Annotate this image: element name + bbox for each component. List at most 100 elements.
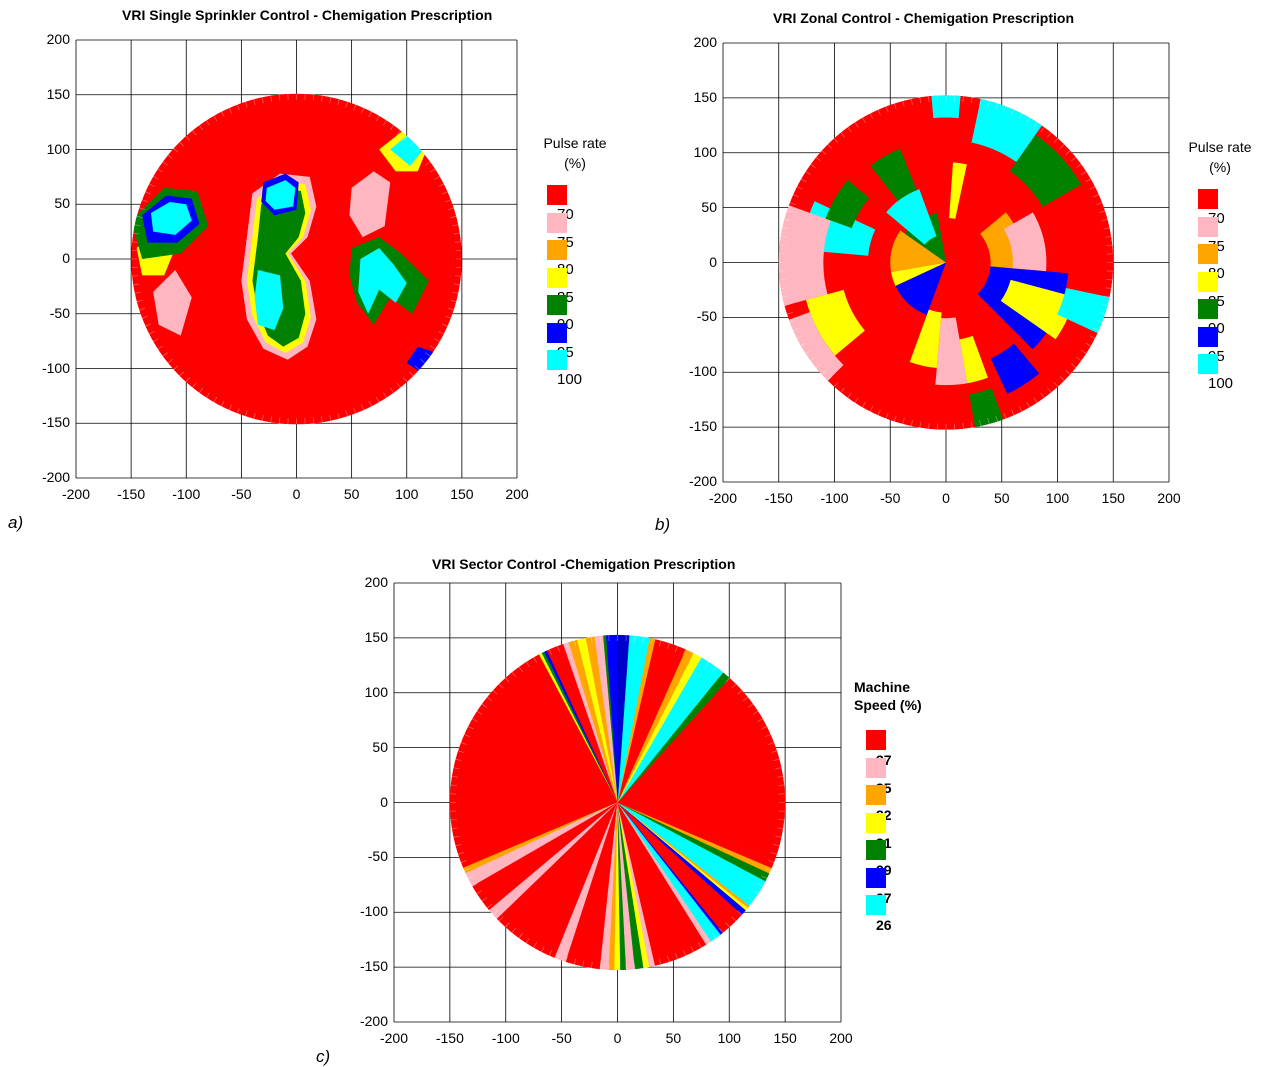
y-tick-label: -200	[673, 473, 717, 489]
x-tick-label: -50	[874, 490, 906, 506]
legend-swatch	[866, 895, 886, 915]
legend-swatch	[866, 840, 886, 860]
legend-swatch	[866, 758, 886, 778]
legend-item: 95	[1198, 327, 1225, 347]
legend-label: 100	[1208, 374, 1233, 394]
y-tick-label: -200	[26, 469, 70, 485]
y-tick-label: -50	[344, 848, 388, 864]
x-tick-label: -200	[60, 486, 92, 502]
x-tick-label: 0	[281, 486, 313, 502]
legend-title-line: Speed (%)	[854, 696, 954, 714]
x-tick-label: 150	[769, 1030, 801, 1046]
y-tick-label: 200	[673, 34, 717, 50]
y-tick-label: 50	[26, 195, 70, 211]
y-tick-label: -150	[26, 414, 70, 430]
x-tick-label: 50	[657, 1030, 689, 1046]
y-tick-label: 200	[26, 31, 70, 47]
legend-swatch	[547, 185, 567, 205]
y-tick-label: -50	[26, 305, 70, 321]
legend-swatch	[547, 295, 567, 315]
y-tick-label: -100	[344, 903, 388, 919]
y-tick-label: -100	[26, 360, 70, 376]
x-tick-label: -100	[170, 486, 202, 502]
field-map	[131, 94, 462, 425]
chart-title: VRI Zonal Control - Chemigation Prescrip…	[773, 10, 1074, 26]
legend-item: 70	[547, 185, 574, 205]
legend-item: 100	[1198, 354, 1233, 374]
field-map	[779, 95, 1114, 430]
legend-item: 100	[547, 350, 582, 370]
x-tick-label: 100	[1042, 490, 1074, 506]
zone-wedge	[779, 205, 831, 305]
legend-title: Pulse rate (%)	[1178, 137, 1262, 177]
y-tick-label: 0	[26, 250, 70, 266]
legend-swatch	[866, 785, 886, 805]
y-tick-label: -200	[344, 1013, 388, 1029]
legend-item: 95	[547, 323, 574, 343]
legend-item: 75	[1198, 217, 1225, 237]
legend-swatch	[547, 323, 567, 343]
chart-group	[723, 43, 1169, 482]
legend-swatch	[547, 268, 567, 288]
field-map	[450, 635, 785, 970]
legend-label: 26	[876, 915, 892, 935]
legend-item: 27	[866, 868, 892, 888]
x-tick-label: 100	[391, 486, 423, 502]
y-tick-label: 100	[673, 144, 717, 160]
legend-swatch	[1198, 299, 1218, 319]
y-tick-label: 150	[344, 629, 388, 645]
x-tick-label: -200	[707, 490, 739, 506]
x-tick-label: 200	[1153, 490, 1185, 506]
y-tick-label: -150	[344, 958, 388, 974]
legend-title-line: Pulse rate	[1178, 137, 1262, 157]
x-tick-label: 200	[501, 486, 533, 502]
legend-swatch	[547, 213, 567, 233]
legend-item: 80	[1198, 244, 1225, 264]
legend-swatch	[1198, 272, 1218, 292]
legend-label: 100	[557, 370, 582, 390]
legend-item: 85	[547, 268, 574, 288]
x-tick-label: -50	[225, 486, 257, 502]
legend-swatch	[866, 730, 886, 750]
x-tick-label: 150	[1097, 490, 1129, 506]
legend-item: 90	[547, 295, 574, 315]
x-tick-label: 150	[446, 486, 478, 502]
x-tick-label: -100	[490, 1030, 522, 1046]
legend-item: 75	[547, 213, 574, 233]
legend-item: 90	[1198, 299, 1225, 319]
x-tick-label: 50	[986, 490, 1018, 506]
legend-title-line: (%)	[1178, 157, 1262, 177]
x-tick-label: 100	[713, 1030, 745, 1046]
legend-item: 31	[866, 813, 892, 833]
x-tick-label: 50	[336, 486, 368, 502]
legend-swatch	[866, 868, 886, 888]
legend-title: Machine Speed (%)	[854, 678, 954, 714]
legend-item: 70	[1198, 189, 1225, 209]
legend-title-line: Machine	[854, 678, 954, 696]
legend-title: Pulse rate (%)	[530, 133, 620, 173]
x-tick-label: -200	[378, 1030, 410, 1046]
legend-swatch	[1198, 189, 1218, 209]
y-tick-label: 100	[26, 141, 70, 157]
legend-item: 29	[866, 840, 892, 860]
legend-swatch	[1198, 244, 1218, 264]
y-tick-label: 50	[344, 739, 388, 755]
panel-label: b)	[655, 515, 670, 535]
x-tick-label: 200	[825, 1030, 857, 1046]
legend-item: 80	[547, 240, 574, 260]
y-tick-label: 200	[344, 574, 388, 590]
legend-swatch	[1198, 217, 1218, 237]
legend-title-line: Pulse rate	[530, 133, 620, 153]
y-tick-label: 150	[26, 86, 70, 102]
chart-group	[76, 40, 517, 478]
x-tick-label: -150	[115, 486, 147, 502]
legend-item: 85	[1198, 272, 1225, 292]
legend-item: 26	[866, 895, 892, 915]
y-tick-label: -50	[673, 308, 717, 324]
y-tick-label: -100	[673, 363, 717, 379]
legend-swatch	[547, 240, 567, 260]
x-tick-label: -150	[763, 490, 795, 506]
legend-swatch	[1198, 327, 1218, 347]
legend-title-line: (%)	[530, 153, 620, 173]
